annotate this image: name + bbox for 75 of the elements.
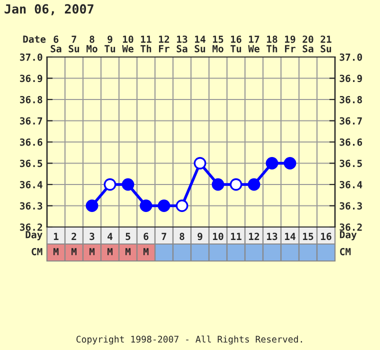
point xyxy=(284,157,296,170)
x2-tick-label: 15 Mo xyxy=(212,36,224,52)
x-tick-label: 2 xyxy=(72,232,76,240)
y-tick-label: 36.5 xyxy=(20,160,42,168)
point xyxy=(230,178,242,191)
point xyxy=(266,157,278,170)
text: CM xyxy=(32,248,42,256)
text: M xyxy=(107,248,113,256)
point xyxy=(194,157,206,170)
text: M xyxy=(71,248,77,256)
x2-tick-label: 11 Th xyxy=(140,36,152,52)
x2-tick-label: 7 Su xyxy=(68,36,80,52)
point xyxy=(158,200,170,212)
x2-tick-label: 20 Sa xyxy=(302,36,314,52)
x-tick-label: 12 xyxy=(249,232,260,240)
y2-tick-label: 36.4 xyxy=(340,180,362,188)
chart-title: Jan 06, 2007 xyxy=(4,4,94,16)
x2-tick-label: 12 Fr xyxy=(159,36,170,52)
x2-tick-label: 14 Su xyxy=(194,36,206,52)
x-tick-label: 10 xyxy=(213,232,224,240)
text: CM xyxy=(340,248,351,256)
x-tick-label: 1 xyxy=(54,232,58,240)
x-tick-label: 16 xyxy=(321,232,332,240)
y-tick-label: 36.4 xyxy=(20,180,42,188)
x-tick-label: 4 xyxy=(108,232,112,240)
x-tick-label: 13 xyxy=(267,232,278,240)
point xyxy=(176,200,188,212)
y-tick-label: 36.6 xyxy=(20,138,42,146)
y-tick-label: 36.3 xyxy=(20,202,42,210)
y-tick-label: 36.9 xyxy=(20,74,42,82)
x2-tick-label: 16 Tu xyxy=(230,36,242,52)
x2-tick-label: 18 Th xyxy=(266,36,278,52)
y-tick-label: 36.8 xyxy=(20,96,42,104)
x-tick-label: 7 xyxy=(162,232,166,240)
x-axis-title: Day xyxy=(26,231,42,240)
x2-tick-label: 9 Tu xyxy=(104,36,116,52)
x-tick-label: 11 xyxy=(231,232,242,240)
text: M xyxy=(89,248,95,256)
y2-tick-label: 36.2 xyxy=(340,223,362,231)
x2-tick-label: 8 Mo xyxy=(86,36,98,52)
x2-tick-label: 21 Su xyxy=(320,36,332,52)
y2-tick-label: 36.5 xyxy=(340,160,362,168)
x2-tick-label: 10 We xyxy=(122,36,134,52)
x-tick-label: 15 xyxy=(303,232,314,240)
text: M xyxy=(143,248,149,256)
y-tick-label: 36.2 xyxy=(20,223,42,231)
text: Day xyxy=(340,231,357,240)
x-tick-label: 8 xyxy=(180,232,184,240)
text: M xyxy=(125,248,131,256)
x2-tick-label: 19 Fr xyxy=(285,36,296,52)
y2-tick-label: 36.9 xyxy=(340,74,362,82)
x2-axis-title: Date xyxy=(23,36,46,43)
point xyxy=(122,178,134,191)
x-tick-label: 5 xyxy=(126,232,130,240)
point xyxy=(248,178,260,191)
text: M xyxy=(53,248,59,256)
y-tick-label: 36.7 xyxy=(20,117,42,125)
x2-tick-label: 13 Sa xyxy=(176,36,188,52)
x-tick-label: 9 xyxy=(198,232,202,240)
y2-tick-label: 36.7 xyxy=(340,117,362,125)
y-tick-label: 37.0 xyxy=(20,53,42,61)
x-tick-label: 14 xyxy=(285,232,296,240)
y2-tick-label: 36.3 xyxy=(340,202,362,210)
x2-tick-label: 17 We xyxy=(248,36,260,52)
y2-tick-label: 36.8 xyxy=(340,96,362,104)
y2-tick-label: 37.0 xyxy=(340,53,362,61)
x-tick-label: 6 xyxy=(144,232,148,240)
point xyxy=(104,178,116,191)
point xyxy=(86,200,98,212)
point xyxy=(212,178,224,191)
point xyxy=(140,200,152,212)
x2-tick-label: 6 Sa xyxy=(50,36,62,52)
y2-tick-label: 36.6 xyxy=(340,138,362,146)
x-tick-label: 3 xyxy=(90,232,94,240)
text: Copyright 1998-2007 - All Rights Reserved. xyxy=(76,336,302,344)
